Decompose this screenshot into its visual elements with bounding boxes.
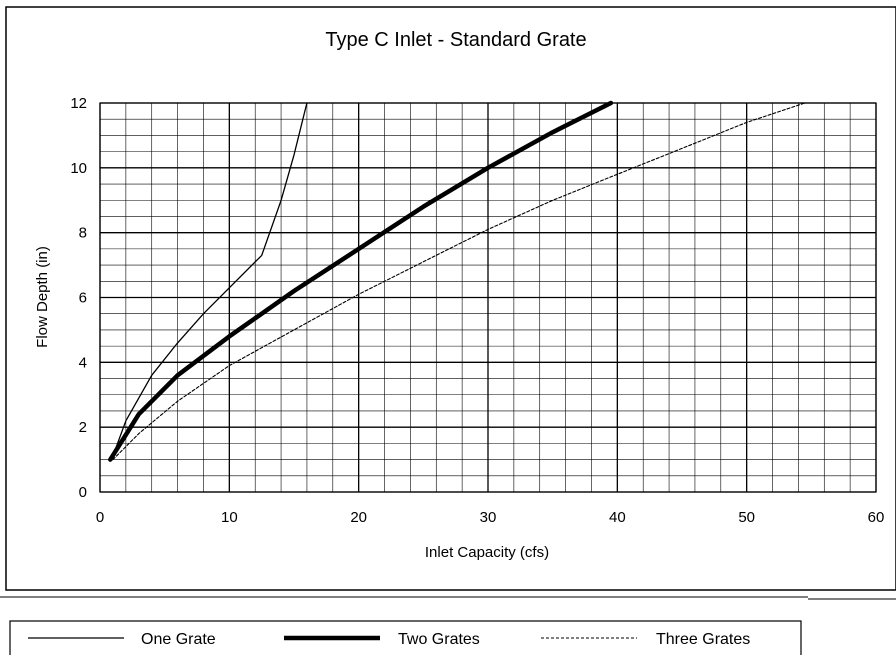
series-line-two-grates bbox=[108, 100, 614, 462]
y-tick-label: 6 bbox=[79, 290, 87, 307]
series-group bbox=[108, 100, 806, 462]
y-tick-label: 10 bbox=[70, 160, 87, 177]
x-tick-label: 20 bbox=[350, 509, 367, 526]
x-tick-label: 60 bbox=[868, 509, 885, 526]
x-tick-label: 10 bbox=[221, 509, 238, 526]
y-tick-label: 4 bbox=[79, 354, 87, 371]
x-axis-tick-labels: 0 10 20 30 40 50 60 bbox=[96, 509, 885, 526]
legend: One Grate Two Grates Three Grates bbox=[28, 631, 750, 648]
y-tick-label: 12 bbox=[70, 95, 87, 112]
legend-label: One Grate bbox=[141, 631, 216, 648]
y-axis-title: Flow Depth (in) bbox=[34, 246, 51, 348]
series-line-one-grate bbox=[110, 102, 308, 461]
y-tick-label: 8 bbox=[79, 225, 87, 242]
legend-frame bbox=[9, 620, 802, 655]
legend-label: Three Grates bbox=[656, 631, 750, 648]
x-tick-label: 40 bbox=[609, 509, 626, 526]
x-tick-label: 30 bbox=[480, 509, 497, 526]
x-axis-title: Inlet Capacity (cfs) bbox=[425, 544, 549, 561]
y-tick-label: 0 bbox=[79, 484, 87, 501]
series-line-three-grates bbox=[112, 102, 806, 461]
legend-label: Two Grates bbox=[398, 631, 480, 648]
plot-border bbox=[99, 102, 877, 493]
x-tick-label: 50 bbox=[738, 509, 755, 526]
y-axis-tick-labels: 0 2 4 6 8 10 12 bbox=[70, 95, 87, 501]
x-tick-label: 0 bbox=[96, 509, 104, 526]
chart-title: Type C Inlet - Standard Grate bbox=[325, 29, 586, 51]
y-tick-label: 2 bbox=[79, 419, 87, 436]
